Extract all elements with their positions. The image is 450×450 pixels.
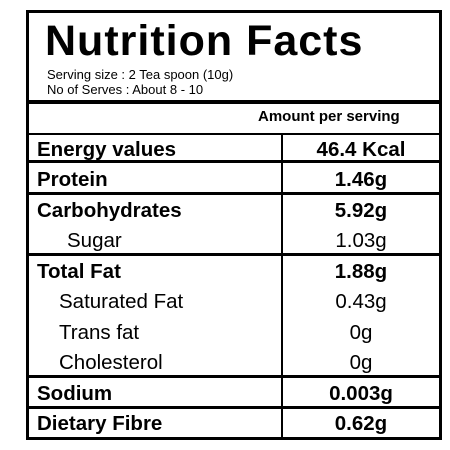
- label: Energy values: [37, 138, 177, 161]
- value: 0.62g: [334, 412, 388, 435]
- row: Cholesterol 0g: [29, 348, 439, 379]
- row: Protein 1.46g: [29, 165, 439, 196]
- column-divider: [281, 133, 283, 437]
- value: 0g: [349, 351, 373, 374]
- label: Carbohydrates: [37, 199, 182, 222]
- row: Sugar 1.03g: [29, 226, 439, 257]
- column-header: Amount per serving: [258, 108, 400, 125]
- row: Sodium 0.003g: [29, 379, 439, 410]
- value: 5.92g: [334, 199, 388, 222]
- value: 0.43g: [335, 290, 387, 313]
- value: 0.003g: [329, 382, 393, 405]
- serves: No of Serves : About 8 - 10: [47, 82, 204, 97]
- label: Sugar: [67, 229, 122, 252]
- value: 0g: [349, 321, 373, 344]
- nutrition-label: Nutrition Facts Serving size : 2 Tea spo…: [26, 10, 442, 440]
- label: Protein: [37, 168, 108, 191]
- row: Total Fat 1.88g: [29, 257, 439, 287]
- value: 1.88g: [334, 260, 388, 283]
- value: 1.46g: [334, 168, 388, 191]
- label: Sodium: [37, 382, 113, 405]
- value: 46.4 Kcal: [316, 138, 406, 161]
- row: Carbohydrates 5.92g: [29, 196, 439, 226]
- title: Nutrition Facts: [45, 17, 364, 65]
- row: Dietary Fibre 0.62g: [29, 409, 439, 439]
- label: Total Fat: [37, 260, 121, 283]
- label: Saturated Fat: [59, 290, 184, 313]
- rule: [29, 100, 439, 104]
- row: Energy values 46.4 Kcal: [29, 133, 439, 164]
- label: Cholesterol: [59, 351, 163, 374]
- value: 1.03g: [335, 229, 387, 252]
- label: Dietary Fibre: [37, 412, 163, 435]
- row: Saturated Fat 0.43g: [29, 287, 439, 317]
- serving-size: Serving size : 2 Tea spoon (10g): [47, 67, 234, 82]
- row: Trans fat 0g: [29, 318, 439, 348]
- label: Trans fat: [59, 321, 140, 344]
